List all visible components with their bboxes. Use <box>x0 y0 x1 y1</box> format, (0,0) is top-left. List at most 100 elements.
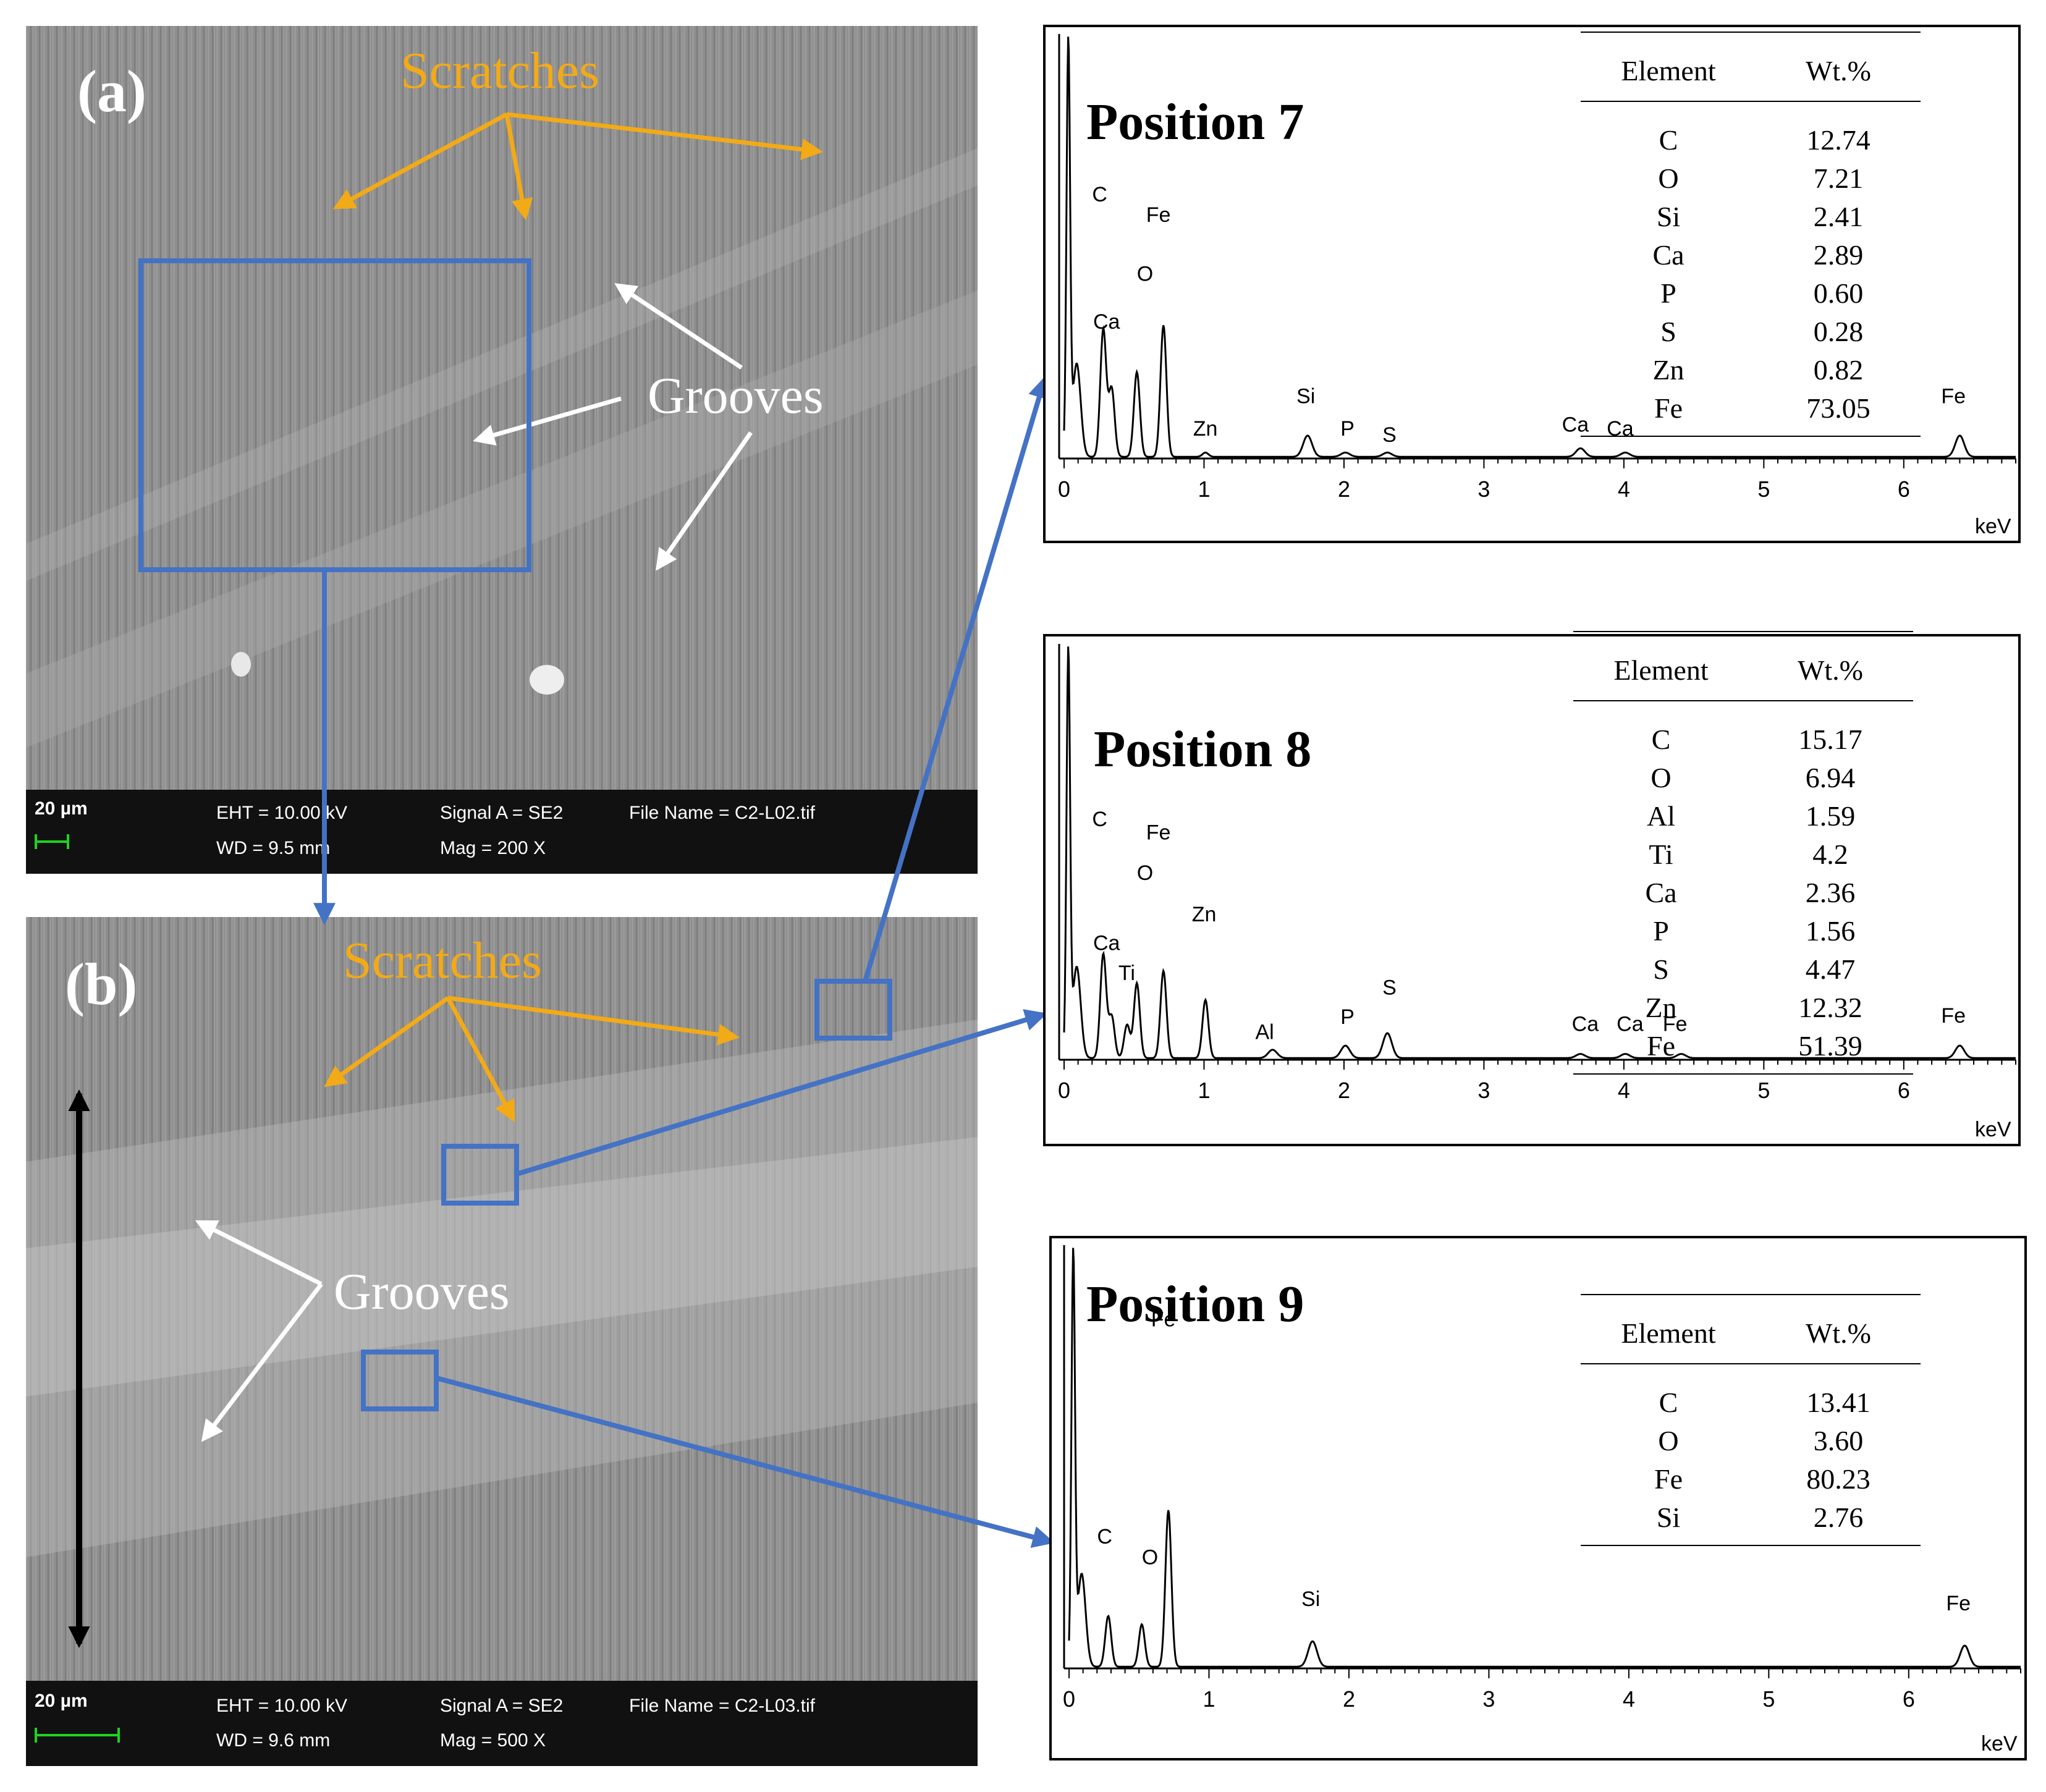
table-cell-element: Si <box>1657 1502 1680 1533</box>
table-cell-wt: 2.89 <box>1814 239 1864 271</box>
peak-label: Zn <box>1193 417 1218 441</box>
spectrum-connectors <box>435 376 1055 1548</box>
x-tick-label: 3 <box>1477 1078 1490 1103</box>
peak-label: Ti <box>1118 962 1135 985</box>
x-tick-label: 2 <box>1338 1078 1350 1103</box>
table-cell-element: Zn <box>1645 992 1676 1023</box>
table-cell-wt: 2.41 <box>1814 201 1864 232</box>
peak-label: Ca <box>1617 1012 1644 1036</box>
peak-label: Ca <box>1093 310 1120 334</box>
region-box-position-7 <box>814 979 892 1041</box>
peak-label: Ca <box>1093 932 1120 955</box>
table-cell-element: P <box>1653 915 1669 947</box>
grooves-label-a: Grooves <box>648 367 824 425</box>
x-tick-label: 4 <box>1623 1686 1635 1712</box>
table-cell-element: S <box>1653 953 1669 985</box>
mag-label-b: Mag = 500 X <box>440 1730 546 1751</box>
x-tick-label: 0 <box>1063 1686 1075 1712</box>
scratches-arrows-a <box>332 112 823 221</box>
x-tick-label: 4 <box>1618 1078 1630 1103</box>
peak-label: Ca <box>1607 417 1634 441</box>
panel-label-b: (b) <box>65 951 137 1017</box>
composition-table: Element Wt.% C 15.17 O 6.94 Al 1.59 Ti 4.2 Ca 2.36 P… <box>1573 631 1913 1075</box>
table-cell-element: Fe <box>1654 1463 1683 1495</box>
x-tick-label: 2 <box>1338 476 1350 502</box>
position-title: Position 9 <box>1086 1275 1304 1333</box>
table-cell-wt: 51.39 <box>1798 1030 1862 1062</box>
peak-label: S <box>1382 423 1397 447</box>
table-cell-wt: 73.05 <box>1806 392 1871 424</box>
peak-label: Si <box>1296 385 1315 408</box>
table-cell-wt: 4.47 <box>1806 953 1856 985</box>
table-cell-element: O <box>1658 163 1678 194</box>
table-cell-element: P <box>1660 277 1676 309</box>
table-cell-wt: 12.74 <box>1806 124 1871 156</box>
x-tick-label: 5 <box>1757 1078 1770 1103</box>
table-header: Wt.% <box>1798 654 1863 686</box>
sem-info-bar-a <box>26 790 978 874</box>
composition-table: Element Wt.% C 13.41 O 3.60 Fe 80.23 Si 2.76 <box>1581 1294 1921 1546</box>
peak-label: Fe <box>1941 1004 1966 1028</box>
sem-image-b <box>26 917 978 1681</box>
table-cell-wt: 0.28 <box>1814 316 1864 347</box>
sem-panel-b: 20 µm EHT = 10.00 kV WD = 9.6 mm Signal … <box>26 917 978 1766</box>
position-title: Position 8 <box>1094 721 1311 778</box>
peak-label: C <box>1097 1525 1112 1549</box>
table-cell-wt: 2.36 <box>1806 877 1856 908</box>
table-header: Element <box>1613 654 1708 686</box>
signal-label-b: Signal A = SE2 <box>440 1696 563 1716</box>
composition-table: Element Wt.% C 12.74 O 7.21 Si 2.41 Ca 2.89 P 0.60 S… <box>1581 32 1921 437</box>
eht-label-b: EHT = 10.00 kV <box>216 1696 347 1716</box>
x-tick-label: 1 <box>1198 476 1210 502</box>
wd-label-b: WD = 9.6 mm <box>216 1730 330 1751</box>
grooves-arrows-a <box>473 283 753 571</box>
peak-label: O <box>1137 861 1153 885</box>
table-cell-element: C <box>1659 124 1678 156</box>
table-cell-element: S <box>1660 316 1676 347</box>
wd-label-a: WD = 9.5 mm <box>216 838 330 858</box>
scratches-label-b: Scratches <box>343 932 542 989</box>
table-cell-wt: 0.60 <box>1814 277 1864 309</box>
x-tick-label: 6 <box>1898 476 1910 502</box>
x-tick-label: 3 <box>1477 476 1490 502</box>
x-axis-unit: keV <box>1975 515 2011 538</box>
spectrum-frame <box>1043 634 2021 1146</box>
table-header: Element <box>1621 1317 1715 1349</box>
x-tick-label: 5 <box>1762 1686 1775 1712</box>
table-cell-element: Al <box>1647 800 1675 832</box>
x-tick-label: 1 <box>1203 1686 1215 1712</box>
x-tick-label: 0 <box>1058 1078 1070 1103</box>
table-cell-element: Ti <box>1649 839 1673 870</box>
mag-label-a: Mag = 200 X <box>440 838 546 858</box>
table-cell-wt: 80.23 <box>1806 1463 1871 1495</box>
table-cell-element: O <box>1651 762 1671 793</box>
peak-label: Ca <box>1572 1012 1599 1036</box>
peak-label: S <box>1382 976 1397 1000</box>
peak-label: Ca <box>1562 413 1589 436</box>
table-cell-wt: 1.59 <box>1806 800 1856 832</box>
table-cell-element: C <box>1652 724 1671 755</box>
peak-label: O <box>1142 1546 1158 1570</box>
table-cell-element: Fe <box>1647 1030 1675 1062</box>
x-tick-label: 6 <box>1903 1686 1915 1712</box>
peak-label: C <box>1092 808 1107 831</box>
file-label-b: File Name = C2-L03.tif <box>629 1696 816 1716</box>
table-cell-element: C <box>1659 1387 1678 1418</box>
peak-label: Fe <box>1941 385 1966 408</box>
zoom-region-box <box>138 258 531 572</box>
table-cell-element: O <box>1658 1425 1678 1456</box>
peak-label: C <box>1092 183 1107 206</box>
table-header: Element <box>1621 55 1715 87</box>
eht-label-a: EHT = 10.00 kV <box>216 803 347 823</box>
table-cell-wt: 1.56 <box>1806 915 1856 947</box>
x-tick-label: 0 <box>1058 476 1070 502</box>
peak-label: Fe <box>1151 1308 1176 1332</box>
table-cell-wt: 7.21 <box>1814 163 1864 194</box>
table-cell-element: Si <box>1657 201 1680 232</box>
signal-label-a: Signal A = SE2 <box>440 803 563 823</box>
